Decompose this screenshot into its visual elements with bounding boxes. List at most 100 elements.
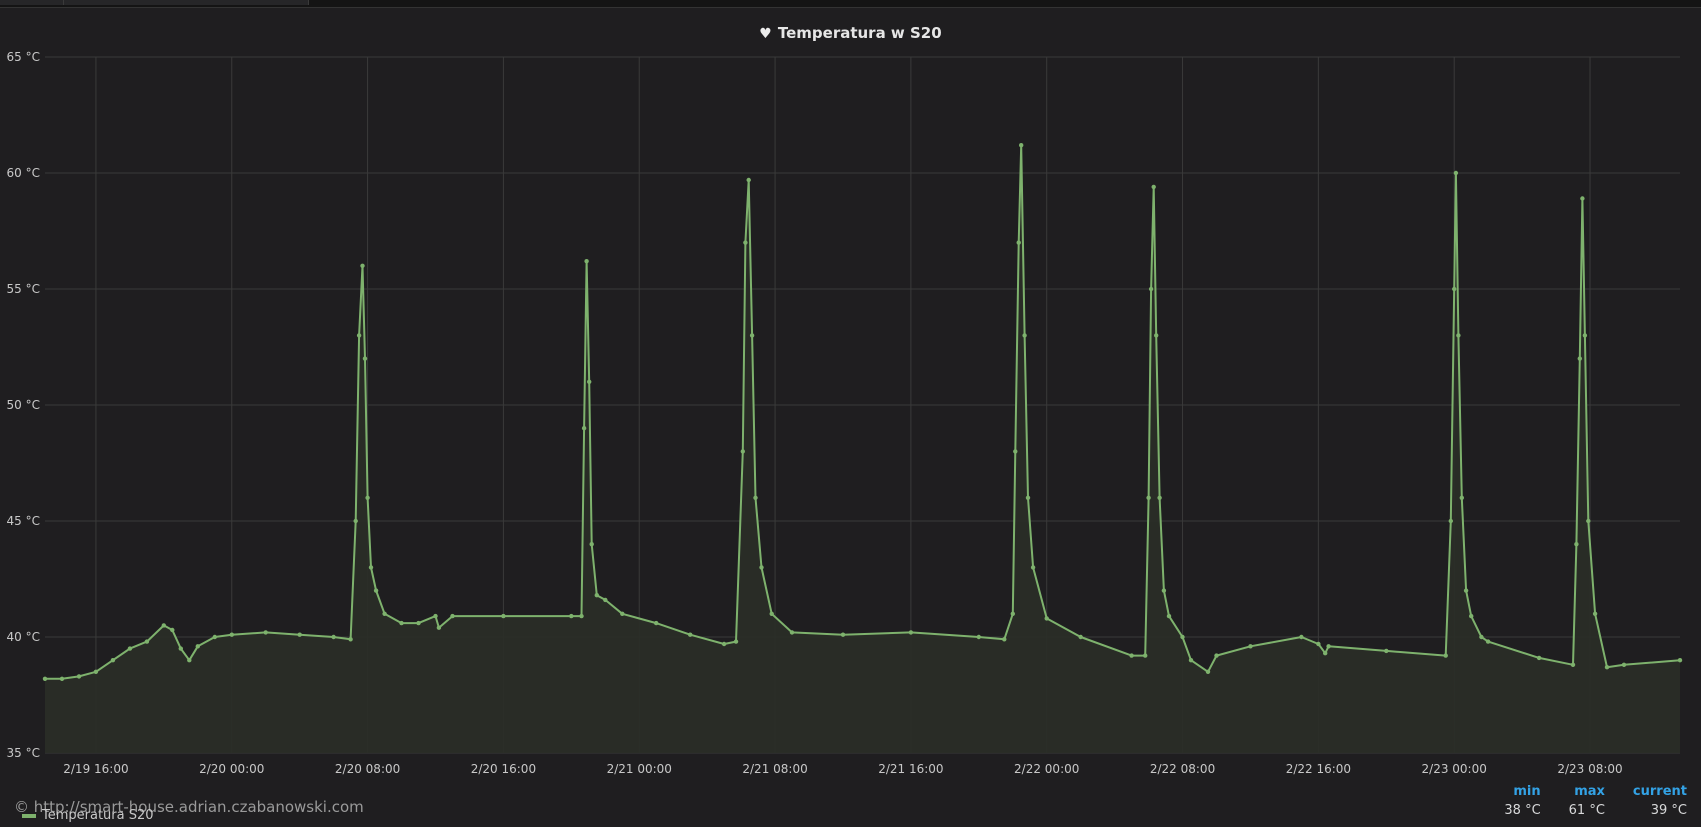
series-point (76, 674, 82, 679)
legend-header-max[interactable]: max (1574, 784, 1605, 799)
series-point (399, 620, 404, 626)
series-point (353, 518, 358, 524)
series-point (740, 449, 745, 454)
series-point (1214, 653, 1219, 658)
x-tick-label: 2/22 16:00 (1286, 762, 1351, 776)
series-point (365, 495, 370, 500)
legend-stats-table: min max current 38 °C 61 °C 39 °C (1476, 784, 1687, 818)
dashboard-tab[interactable] (0, 0, 64, 5)
series-line (45, 144, 1681, 680)
series-point (840, 632, 846, 637)
series-point (1019, 143, 1024, 148)
series-point (382, 611, 387, 616)
series-point (589, 542, 594, 547)
series-point (569, 613, 574, 619)
series-point (161, 623, 166, 628)
series-point (1326, 644, 1331, 649)
series-point (144, 639, 150, 644)
series-point (753, 495, 758, 500)
series-point (348, 637, 353, 642)
series-point (1316, 641, 1321, 647)
series-point (212, 634, 217, 640)
series-point (587, 379, 592, 384)
x-tick-label: 2/21 00:00 (607, 762, 672, 776)
series-point (1157, 495, 1162, 500)
x-tick-label: 2/21 16:00 (878, 762, 943, 776)
series-point (759, 565, 764, 570)
series-point (1536, 655, 1542, 661)
series-point (1025, 495, 1031, 500)
series-point (59, 676, 65, 681)
series-point (1456, 333, 1461, 338)
legend-series-name: Temperatura S20 (42, 808, 154, 823)
series-point (584, 259, 589, 264)
series-point (1323, 651, 1328, 656)
series-point (1592, 611, 1598, 616)
watermark-url: © http://smart-house.adrian.czabanowski.… (14, 798, 364, 816)
series-point (297, 632, 302, 637)
legend-header-current[interactable]: current (1632, 784, 1687, 799)
legend-stats: min max current 38 °C 61 °C 39 °C (1476, 784, 1687, 818)
series-point (749, 333, 755, 338)
series-point (127, 646, 133, 651)
legend-value-max: 61 °C (1568, 803, 1605, 818)
series-point (1574, 542, 1579, 547)
x-tick-label: 2/20 00:00 (199, 762, 264, 776)
series-point (1161, 588, 1167, 593)
series-point (743, 240, 748, 245)
series-point (1154, 333, 1159, 338)
series-point (356, 333, 362, 338)
legend-swatch (22, 813, 36, 818)
series-point (1459, 495, 1465, 500)
series-point (1443, 653, 1448, 658)
series-point (229, 632, 234, 637)
series-point (1013, 449, 1018, 454)
panel-title[interactable]: ♥ Temperatura w S20 (0, 24, 1701, 42)
series-point (436, 625, 442, 630)
series-point (1166, 613, 1172, 619)
series-point (654, 620, 659, 626)
series-point (1570, 662, 1576, 667)
series-point (331, 634, 336, 640)
y-tick-label: 40 °C (7, 630, 40, 644)
legend-header-min[interactable]: min (1513, 784, 1541, 799)
series-point (1469, 613, 1474, 619)
series-point (1452, 286, 1457, 292)
series-point (1044, 616, 1049, 621)
x-tick-label: 2/19 16:00 (63, 762, 128, 776)
series-point (1463, 588, 1469, 593)
series-point (110, 658, 116, 663)
dashboard-top-bar (0, 0, 1701, 7)
panel-divider (0, 7, 1701, 8)
series-point (579, 613, 584, 619)
series-point (1180, 634, 1185, 640)
x-tick-label: 2/21 08:00 (742, 762, 807, 776)
legend-item[interactable]: Temperatura S20 (22, 808, 154, 823)
series-point (195, 644, 200, 649)
series-point (360, 263, 365, 268)
series-point (1479, 634, 1484, 640)
series-point (1010, 611, 1015, 616)
series-point (263, 630, 268, 635)
series-point (1205, 669, 1211, 674)
series-point (501, 613, 506, 619)
series-point (416, 620, 421, 626)
y-tick-label: 35 °C (7, 746, 40, 760)
series-point (1448, 518, 1454, 524)
series-point (581, 426, 587, 431)
series-point (1299, 634, 1304, 640)
series-point (187, 658, 192, 663)
series-point (1078, 634, 1083, 640)
x-tick-label: 2/22 00:00 (1014, 762, 1079, 776)
x-tick-label: 2/20 16:00 (471, 762, 536, 776)
series-point (1384, 648, 1389, 654)
series-point (908, 630, 914, 635)
dashboard-tab[interactable] (64, 0, 309, 5)
series-point (1002, 637, 1007, 642)
y-tick-label: 50 °C (7, 398, 40, 412)
series-point (1188, 658, 1194, 663)
series-point (733, 639, 739, 644)
series-point (1485, 639, 1491, 644)
series-point (433, 613, 438, 619)
